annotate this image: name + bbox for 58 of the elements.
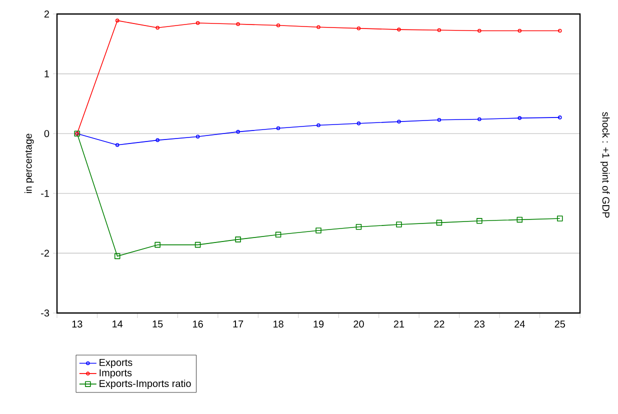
legend-label: Imports	[100, 369, 132, 378]
point	[316, 123, 320, 128]
point	[275, 232, 282, 238]
point	[436, 220, 442, 226]
x-tick-label: 21	[394, 320, 404, 328]
y-axis-title: in percentage	[24, 134, 34, 194]
point	[518, 116, 522, 120]
x-tick-label: 20	[354, 320, 364, 328]
x-tick-label: 15	[152, 320, 163, 328]
point	[154, 242, 160, 248]
y-tick-label: -2	[41, 250, 49, 257]
point	[276, 126, 280, 130]
x-tick-label: 22	[434, 320, 444, 328]
point	[356, 122, 361, 126]
point	[236, 22, 240, 26]
point	[396, 222, 402, 228]
point	[356, 224, 362, 230]
point	[356, 26, 361, 30]
x-tick-label: 18	[273, 320, 284, 328]
x-tick-label: 17	[233, 320, 244, 328]
x-tick-label: 19	[314, 320, 324, 328]
point	[194, 242, 201, 248]
point	[196, 21, 200, 25]
x-tick-label: 14	[112, 320, 123, 328]
point	[235, 236, 241, 242]
point	[516, 216, 523, 223]
point	[478, 28, 482, 33]
x-tick-label: 16	[193, 320, 203, 328]
point	[196, 134, 200, 138]
legend-label: Exports-Imports ratio	[100, 380, 191, 390]
y-tick-label: 2	[44, 10, 49, 18]
legend-label: Exports	[100, 359, 132, 368]
x-tick-label: 24	[514, 320, 525, 328]
x-tick-label: 25	[554, 320, 566, 328]
point	[114, 253, 120, 260]
point	[476, 218, 482, 224]
point	[316, 228, 322, 234]
x-tick-label: 13	[72, 320, 82, 328]
point	[316, 25, 320, 30]
point	[397, 28, 401, 32]
point	[437, 28, 442, 32]
y-tick-label: 0	[44, 130, 50, 138]
point	[437, 118, 442, 122]
y-tick-label: 1	[44, 70, 49, 78]
point	[397, 120, 401, 124]
point	[518, 28, 522, 33]
y-tick-label: -3	[41, 309, 50, 317]
point	[276, 23, 280, 28]
y-tick-label: -1	[41, 190, 49, 197]
point	[236, 130, 240, 134]
text: shock : +1 point of GDP	[600, 112, 610, 218]
point	[156, 138, 160, 142]
x-tick-label: 23	[474, 320, 485, 328]
point	[115, 143, 120, 147]
point	[115, 18, 120, 22]
point	[478, 117, 482, 122]
point	[156, 26, 160, 30]
point	[557, 216, 563, 222]
